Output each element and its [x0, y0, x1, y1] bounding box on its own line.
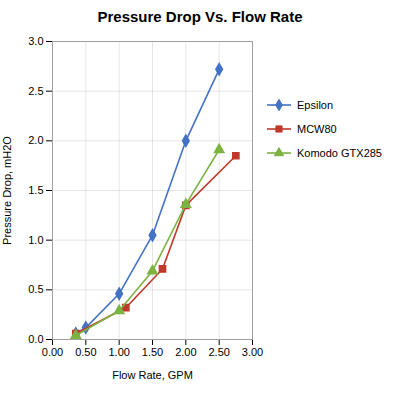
html-text:MCW80: MCW80	[297, 123, 337, 135]
svg-text:1.5: 1.5	[28, 184, 43, 196]
svg-text:1.00: 1.00	[108, 346, 129, 358]
svg-text:2.00: 2.00	[175, 346, 196, 358]
svg-text:1.50: 1.50	[142, 346, 163, 358]
svg-text:Pressure Drop, mH2O: Pressure Drop, mH2O	[1, 136, 13, 245]
svg-text:2.50: 2.50	[208, 346, 229, 358]
svg-text:2.5: 2.5	[28, 85, 43, 97]
html-text:Epsilon: Epsilon	[297, 99, 334, 111]
svg-text:0.0: 0.0	[28, 333, 43, 345]
svg-text:Flow Rate, GPM: Flow Rate, GPM	[112, 369, 193, 381]
svg-text:0.5: 0.5	[28, 283, 43, 295]
html-text:Komodo GTX285: Komodo GTX285	[297, 147, 382, 159]
html-text:Pressure Drop Vs. Flow Rate: Pressure Drop Vs. Flow Rate	[97, 8, 303, 25]
svg-text:1.0: 1.0	[28, 234, 43, 246]
svg-text:3.0: 3.0	[28, 35, 43, 47]
svg-text:2.0: 2.0	[28, 134, 43, 146]
svg-text:3.00: 3.00	[242, 346, 263, 358]
svg-text:0.50: 0.50	[75, 346, 96, 358]
svg-text:0.00: 0.00	[42, 346, 63, 358]
